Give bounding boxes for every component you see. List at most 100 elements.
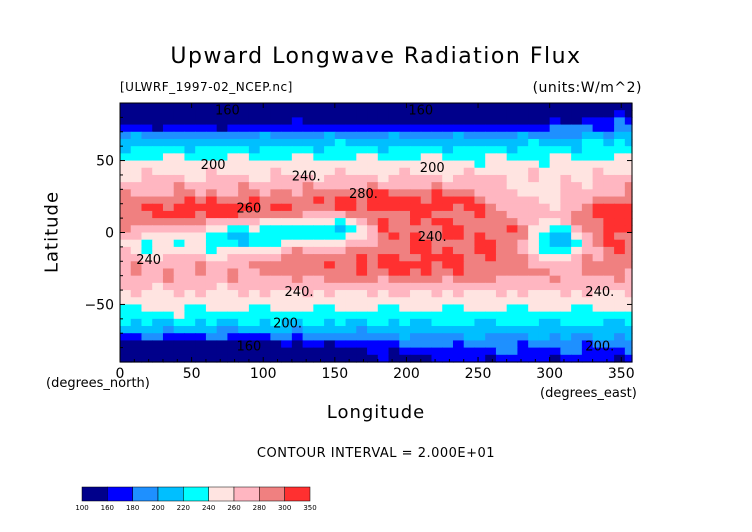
heatmap-cell [334,138,347,147]
heatmap-cell [281,189,293,198]
heatmap-cell [538,282,551,291]
heatmap-cell [216,239,229,248]
heatmap-cell [624,124,633,133]
heatmap-cell [152,297,164,306]
heatmap-cell [270,110,282,118]
heatmap-cell [141,254,153,262]
heatmap-cell [195,131,207,140]
heatmap-cell [195,153,207,162]
heatmap-cell [528,160,540,169]
heatmap-cell [528,326,540,334]
heatmap-cell [399,167,411,176]
heatmap-cell [248,146,261,154]
heatmap-cell [291,254,304,262]
heatmap-cell [614,124,626,133]
heatmap-cell [238,110,250,118]
heatmap-cell [248,304,261,313]
heatmap-cell [270,138,282,147]
heatmap-cell [227,261,239,270]
heatmap-cell [463,261,476,270]
heatmap-cell [195,196,207,205]
heatmap-cell [195,297,207,306]
heatmap-cell [377,124,390,133]
heatmap-cell [302,189,314,198]
heatmap-cell [495,218,508,226]
heatmap-cell [560,261,572,270]
heatmap-cell [592,225,604,234]
heatmap-cell [324,239,336,248]
heatmap-cell [399,182,411,190]
colorbar-swatch [208,486,235,502]
heatmap-cell [184,261,196,270]
heatmap-cell [162,246,175,255]
heatmap-cell [173,103,186,111]
heatmap-cell [420,239,433,248]
heatmap-cell [581,318,594,327]
heatmap-cell [195,189,207,198]
heatmap-cell [603,110,615,118]
heatmap-cell [624,275,633,284]
heatmap-cell [388,225,400,234]
heatmap-cell [324,311,336,320]
heatmap-cell [141,110,153,118]
heatmap-cell [399,268,411,277]
heatmap-cell [270,189,282,198]
heatmap-cell [173,225,186,234]
heatmap-cell [270,333,282,342]
heatmap-cell [581,225,594,234]
heatmap-cell [506,124,519,133]
heatmap-cell [560,174,572,183]
heatmap-cell [506,160,519,169]
heatmap-cell [141,225,153,234]
heatmap-cell [259,153,271,162]
heatmap-cell [431,174,443,183]
heatmap-cell [152,210,164,219]
heatmap-cell [162,282,175,291]
heatmap-cell [474,225,486,234]
heatmap-cell [120,297,132,306]
heatmap-cell [431,196,443,205]
heatmap-cell [195,347,207,356]
heatmap-cell [130,318,143,327]
heatmap-cells [120,103,633,363]
heatmap-cell [324,167,336,176]
heatmap-cell [216,311,229,320]
heatmap-cell [141,347,153,356]
heatmap-cell [205,218,218,226]
heatmap-cell [356,174,368,183]
heatmap-cell [442,196,454,205]
heatmap-cell [463,225,476,234]
heatmap-cell [173,354,186,363]
heatmap-cell [452,282,465,291]
heatmap-cell [528,103,540,111]
heatmap-cell [442,239,454,248]
heatmap-cell [517,131,529,140]
heatmap-cell [485,326,497,334]
heatmap-cell [549,189,561,198]
heatmap-cell [216,124,229,133]
heatmap-cell [227,196,239,205]
heatmap-cell [313,189,325,198]
heatmap-cell [302,326,314,334]
heatmap-cell [281,254,293,262]
heatmap-cell [302,239,314,248]
heatmap-cell [581,103,594,111]
heatmap-cell [313,117,325,126]
heatmap-cell [195,326,207,334]
heatmap-cell [377,275,390,284]
heatmap-cell [334,117,347,126]
heatmap-cell [120,246,132,255]
heatmap-cell [227,318,239,327]
heatmap-cell [538,189,551,198]
heatmap-cell [485,268,497,277]
heatmap-cell [538,196,551,205]
heatmap-cell [302,138,314,147]
heatmap-cell [227,290,239,298]
heatmap-cell [281,261,293,270]
heatmap-cell [399,354,411,363]
heatmap-cell [120,290,132,298]
heatmap-cell [506,326,519,334]
heatmap-cell [442,117,454,126]
heatmap-cell [130,311,143,320]
heatmap-cell [442,246,454,255]
